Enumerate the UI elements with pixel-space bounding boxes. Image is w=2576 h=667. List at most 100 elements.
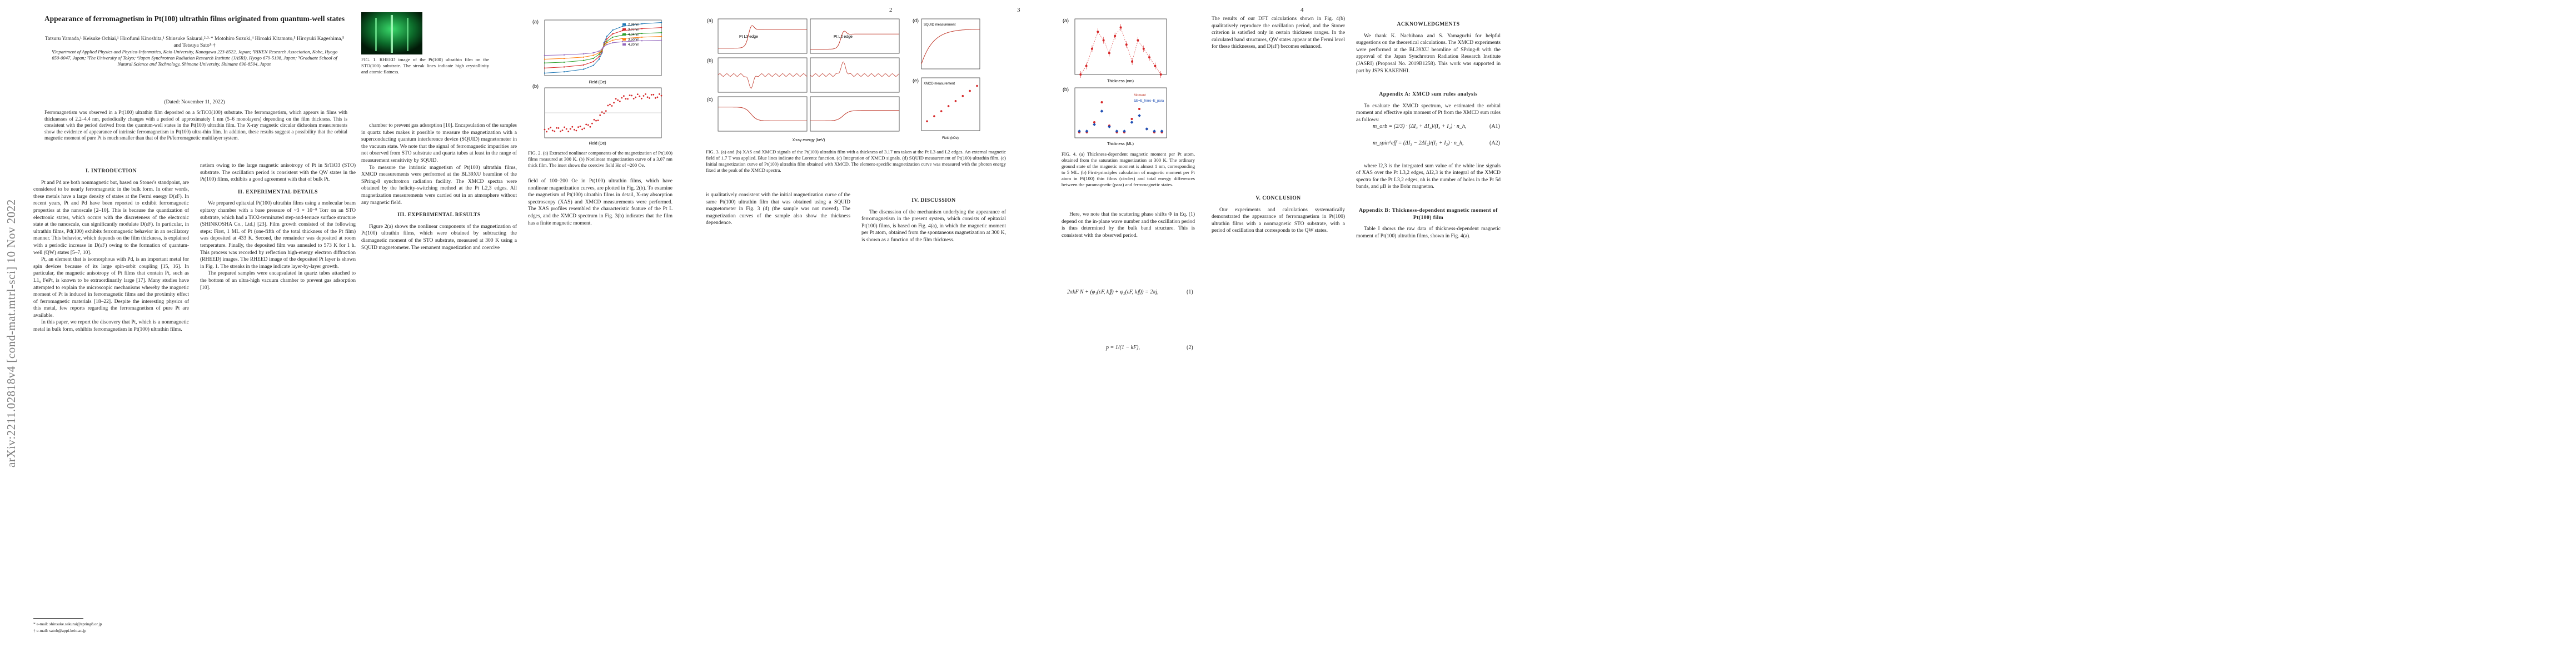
legend-swatch	[622, 38, 626, 41]
data-point	[598, 50, 600, 52]
data-point	[592, 54, 594, 56]
paragraph: The prepared samples were encapsulated i…	[200, 271, 356, 291]
data-point	[606, 43, 608, 46]
data-point	[563, 54, 565, 56]
data-point	[1138, 114, 1141, 117]
data-point	[563, 61, 565, 63]
data-point	[641, 97, 642, 99]
section-heading: I. INTRODUCTION	[86, 168, 137, 174]
data-point	[645, 93, 646, 95]
legend-entry: Moment	[1134, 94, 1146, 97]
data-point	[591, 122, 593, 125]
data-point	[649, 97, 650, 99]
data-point	[627, 98, 629, 100]
data-point	[621, 26, 624, 27]
affiliations: ¹Department of Applied Physics and Physi…	[51, 49, 338, 67]
xas-curve-l3	[718, 25, 807, 49]
paragraph: netism owing to the large magnetic aniso…	[200, 163, 356, 183]
data-point	[544, 58, 546, 60]
data-point	[601, 48, 603, 50]
abstract: Ferromagnetism was observed in a Pt(100)…	[44, 109, 347, 141]
footnote: † e-mail: satoh@appi.keio.ac.jp	[33, 628, 87, 633]
data-point	[641, 32, 643, 34]
data-point	[961, 94, 964, 97]
data-point	[565, 128, 567, 130]
fig4a-axes	[1074, 18, 1167, 75]
panel-label: (b)	[707, 58, 713, 63]
equation-a2: m_spin^eff = (ΔI₃ − 2ΔI₂)/(I₃ + I₂) · n_…	[1373, 140, 1464, 146]
integral-curve-l2	[810, 110, 899, 121]
data-point	[660, 36, 662, 37]
data-point	[601, 51, 603, 52]
fig3a2-axes	[810, 18, 900, 54]
fig2a-axes	[544, 19, 662, 76]
data-point	[544, 62, 546, 64]
data-point	[592, 57, 594, 59]
data-point	[592, 52, 594, 54]
data-point	[577, 126, 579, 128]
paragraph: To measure the intrinsic magnetism of Pt…	[361, 165, 517, 206]
paragraph: We thank K. Nachibana and S. Yamaguchi f…	[1356, 33, 1501, 74]
panel-label: (b)	[532, 83, 539, 89]
data-point	[1148, 56, 1151, 59]
column: IV. DISCUSSION The discussion of the mec…	[861, 192, 1006, 244]
data-point	[1154, 64, 1157, 67]
data-point	[569, 128, 571, 130]
column: Here, we note that the scattering phase …	[1062, 211, 1195, 239]
legend-swatch	[622, 43, 626, 46]
page-number: 4	[1301, 7, 1304, 13]
data-point	[544, 72, 546, 74]
data-point	[564, 126, 565, 128]
paragraph: Table I shows the raw data of thickness-…	[1356, 226, 1501, 239]
data-point	[574, 128, 575, 131]
data-point	[606, 41, 608, 42]
paragraph: Pt and Pd are both nonmagnetic but, base…	[33, 180, 189, 256]
page-number: 3	[1017, 7, 1020, 13]
data-point	[598, 52, 600, 54]
data-point	[1085, 130, 1089, 133]
data-point	[1115, 130, 1119, 133]
data-point	[615, 98, 617, 100]
data-point	[563, 71, 565, 73]
data-point	[642, 95, 645, 97]
panel-title: XMCD measurement	[924, 82, 955, 86]
paragraph: Our experiments and calculations systema…	[1212, 207, 1345, 234]
data-point	[567, 131, 570, 132]
data-point	[544, 128, 546, 131]
trend-line	[1080, 27, 1161, 75]
paragraph: We prepared epitaxial Pt(100) ultrathin …	[200, 201, 356, 270]
data-point	[1093, 123, 1096, 126]
data-point	[660, 39, 662, 41]
x-axis-label: Field (kOe)	[942, 137, 959, 140]
data-point	[563, 57, 565, 59]
data-point	[592, 64, 594, 67]
data-point	[1119, 26, 1122, 29]
data-point	[654, 97, 656, 99]
data-point	[1097, 31, 1099, 33]
data-point	[1145, 127, 1149, 131]
data-point	[623, 95, 625, 97]
equation-a1: m_orb = (2/3) · (ΔI₃ + ΔI₂)/(I₃ + I₂) · …	[1373, 123, 1467, 130]
data-point	[650, 94, 652, 96]
data-point	[598, 56, 600, 58]
dated-line: (Dated: November 11, 2022)	[164, 99, 225, 105]
paragraph: The discussion of the mechanism underlyi…	[861, 209, 1006, 243]
data-point	[636, 93, 639, 96]
data-point	[561, 130, 564, 131]
data-point	[926, 120, 928, 122]
page-2: 2 FIG. 1. RHEED image of the Pt(100) ult…	[361, 0, 893, 667]
data-point	[544, 67, 546, 69]
data-point	[660, 27, 662, 28]
author-list: Tatsuru Yamada,¹ Keisuke Ochiai,¹ Hirofu…	[44, 36, 345, 48]
x-axis-label: Field (Oe)	[589, 81, 606, 84]
footnote-rule	[33, 618, 83, 619]
footnote: * e-mail: shinsuke.sakurai@spring8.or.jp	[33, 621, 102, 626]
data-point	[1093, 121, 1095, 123]
fig3a-axes	[718, 18, 808, 54]
fig3-de: (d) SQUID measurement (e) XMCD measureme…	[911, 16, 984, 146]
fig3b2-axes	[810, 57, 900, 93]
data-point	[639, 95, 641, 97]
data-point	[598, 53, 600, 56]
data-point	[641, 40, 643, 42]
data-point	[1114, 34, 1117, 37]
